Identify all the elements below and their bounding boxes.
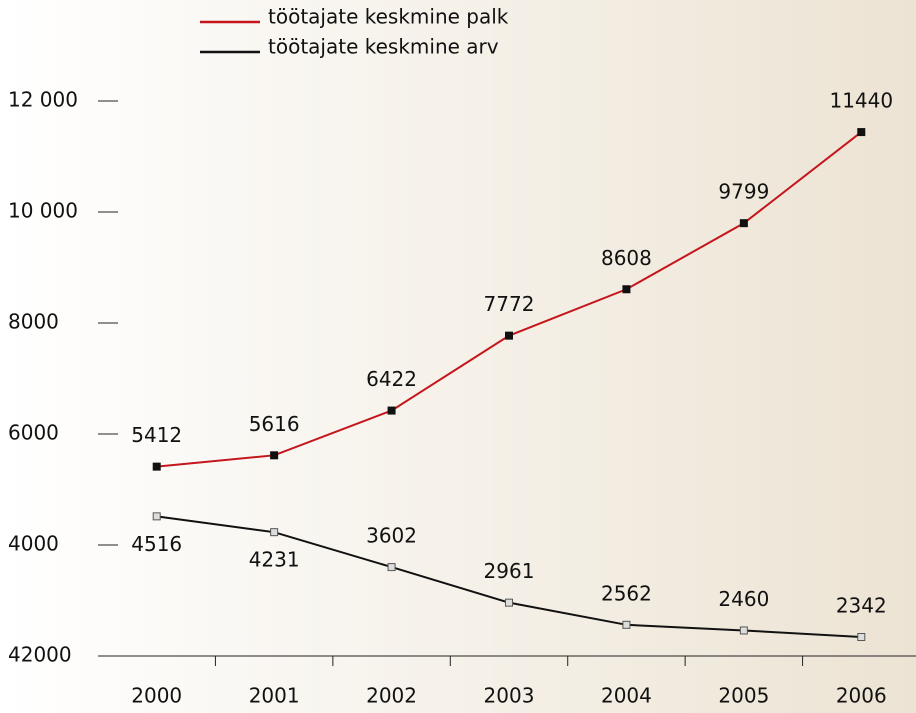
x-tick-label: 2003 xyxy=(484,684,535,708)
y-tick-label: 8000 xyxy=(8,310,59,334)
marker xyxy=(387,563,396,572)
marker xyxy=(505,331,513,340)
marker xyxy=(857,128,866,137)
data-label: 7772 xyxy=(484,292,535,316)
marker xyxy=(270,451,279,460)
x-tick-label: 2001 xyxy=(249,684,300,708)
y-tick-label: 10 000 xyxy=(8,199,78,223)
marker xyxy=(739,219,748,228)
data-label: 4516 xyxy=(131,532,182,556)
x-tick-label: 2004 xyxy=(601,684,652,708)
legend-label: töötajate keskmine arv xyxy=(268,35,499,59)
data-label: 5616 xyxy=(249,412,300,436)
marker xyxy=(505,598,513,607)
data-label: 9799 xyxy=(718,180,769,204)
marker xyxy=(622,620,631,629)
legend-label: töötajate keskmine palk xyxy=(268,5,509,29)
data-label: 11440 xyxy=(829,89,893,113)
marker xyxy=(270,528,279,537)
x-tick-label: 2002 xyxy=(366,684,417,708)
data-label: 3602 xyxy=(366,524,417,548)
y-tick-label: 42000 xyxy=(8,643,72,667)
data-label: 2460 xyxy=(718,587,769,611)
data-label: 5412 xyxy=(131,423,182,447)
marker xyxy=(739,626,748,635)
marker xyxy=(152,512,161,521)
y-tick-label: 4000 xyxy=(8,532,59,556)
marker xyxy=(857,633,866,642)
marker xyxy=(622,285,631,294)
x-tick-label: 2005 xyxy=(718,684,769,708)
data-label: 6422 xyxy=(366,367,417,391)
marker xyxy=(152,462,161,471)
y-tick-label: 6000 xyxy=(8,421,59,445)
data-label: 2961 xyxy=(484,559,535,583)
y-tick-label: 12 000 xyxy=(8,88,78,112)
data-label: 4231 xyxy=(249,548,300,572)
x-tick-label: 2000 xyxy=(131,684,182,708)
marker xyxy=(387,406,396,415)
data-label: 8608 xyxy=(601,246,652,270)
x-tick-label: 2006 xyxy=(836,684,887,708)
data-label: 2342 xyxy=(836,594,887,618)
data-label: 2562 xyxy=(601,581,652,605)
